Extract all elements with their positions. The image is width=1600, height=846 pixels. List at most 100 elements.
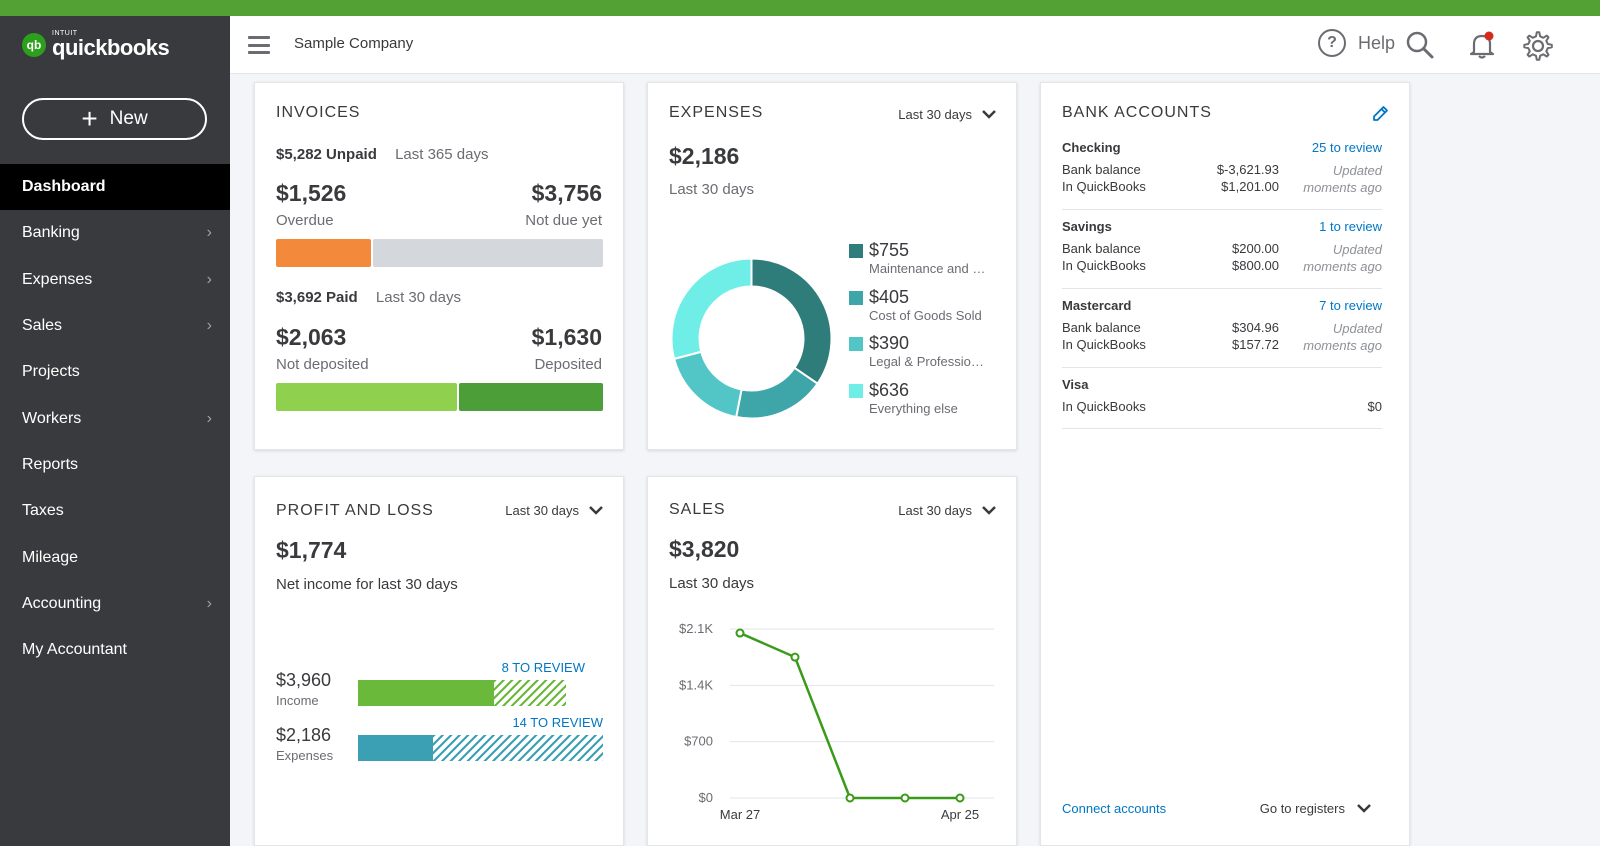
quickbooks-logo[interactable]: qb INTUIT quickbooks: [22, 30, 170, 59]
income-amount: $3,960: [276, 670, 332, 690]
sidebar-item-accounting[interactable]: Accounting ›: [0, 581, 230, 627]
sidebar-item-reports[interactable]: Reports: [0, 442, 230, 488]
invoices-card: INVOICES $5,282 Unpaid Last 365 days $1,…: [254, 82, 624, 450]
brand-top-bar: [0, 0, 1600, 16]
quickbooks-balance-amount: $1,201.00: [1221, 179, 1279, 194]
sidebar-item-my-accountant[interactable]: My Accountant: [0, 627, 230, 673]
y-tick-label: $700: [684, 734, 713, 749]
help-button[interactable]: ? Help: [1318, 29, 1395, 57]
chevron-right-icon: ›: [206, 594, 212, 612]
legend-label: Maintenance and …: [869, 261, 986, 276]
legend-amount[interactable]: $636: [869, 379, 910, 400]
x-tick-label: Mar 27: [720, 807, 760, 822]
sales-data-point[interactable]: [790, 652, 800, 662]
sales-total: $3,820: [669, 536, 740, 562]
quickbooks-balance-amount: $0: [1367, 399, 1382, 414]
income-bar[interactable]: [358, 680, 494, 706]
deposited-amount: $1,630: [531, 324, 602, 350]
not-due-label: Not due yet: [525, 212, 602, 229]
menu-icon[interactable]: [248, 36, 270, 54]
brand-sub: INTUIT: [52, 30, 78, 37]
expenses-period-dropdown[interactable]: Last 30 days: [898, 107, 996, 122]
legend-amount[interactable]: $755: [869, 240, 910, 260]
chevron-right-icon: ›: [206, 317, 212, 335]
donut-slice[interactable]: [670, 257, 753, 361]
gear-icon[interactable]: [1522, 30, 1554, 62]
bank-balance-amount: $-3,621.93: [1216, 162, 1279, 177]
expenses-title: EXPENSES: [669, 104, 764, 121]
quickbooks-balance-amount: $157.72: [1232, 337, 1279, 352]
bank-account-row[interactable]: Visa In QuickBooks $0: [1062, 377, 1382, 429]
bank-review-link[interactable]: 1 to review: [1319, 219, 1382, 234]
legend-amount[interactable]: $390: [869, 333, 910, 353]
invoices-title: INVOICES: [276, 104, 361, 121]
sidebar-item-label: Banking: [22, 224, 80, 242]
bank-review-link[interactable]: 25 to review: [1311, 140, 1382, 155]
search-icon[interactable]: [1405, 30, 1435, 60]
expenses-donut-chart[interactable]: [669, 256, 834, 421]
bank-balance-label: Bank balance: [1062, 162, 1141, 177]
bank-balance-label: Bank balance: [1062, 320, 1141, 335]
chevron-down-icon: [589, 506, 603, 515]
not-deposited-bar[interactable]: [276, 383, 457, 411]
not-due-amount: $3,756: [531, 180, 602, 206]
new-button[interactable]: + New: [22, 98, 207, 140]
unpaid-total: $5,282 Unpaid: [276, 146, 377, 163]
pnl-period-label: Last 30 days: [505, 503, 579, 518]
expenses-review-bar[interactable]: [433, 735, 603, 761]
sidebar-item-dashboard[interactable]: Dashboard: [0, 164, 230, 211]
expenses-review-link[interactable]: 14 TO REVIEW: [512, 715, 603, 730]
expenses-total: $2,186: [669, 143, 740, 169]
bank-account-row[interactable]: Mastercard 7 to review Bank balance $304.96…: [1062, 298, 1382, 368]
chevron-down-icon: [1357, 804, 1371, 813]
bank-review-link[interactable]: 7 to review: [1319, 298, 1382, 313]
connect-accounts-link[interactable]: Connect accounts: [1062, 801, 1167, 816]
sidebar-item-banking[interactable]: Banking ›: [0, 210, 230, 256]
bank-accounts-card: BANK ACCOUNTS Checking 25 to review Bank b…: [1040, 82, 1410, 846]
expenses-total-label: Last 30 days: [669, 181, 755, 198]
legend-amount[interactable]: $405: [869, 286, 910, 307]
company-name: Sample Company: [294, 35, 414, 52]
overdue-bar[interactable]: [276, 239, 371, 267]
sales-period-dropdown[interactable]: Last 30 days: [898, 503, 996, 518]
deposited-label: Deposited: [534, 356, 602, 373]
sidebar-item-workers[interactable]: Workers ›: [0, 395, 230, 441]
sidebar-item-taxes[interactable]: Taxes: [0, 488, 230, 534]
sales-data-point[interactable]: [735, 628, 745, 638]
expenses-bar[interactable]: [358, 735, 433, 761]
legend-swatch: [849, 290, 863, 305]
income-label: Income: [276, 693, 319, 708]
deposited-bar[interactable]: [459, 383, 603, 411]
bank-account-row[interactable]: Checking 25 to review Bank balance $-3,621.…: [1062, 140, 1382, 210]
bell-icon[interactable]: [1467, 30, 1497, 60]
income-review-link[interactable]: 8 TO REVIEW: [501, 660, 585, 675]
not-due-bar[interactable]: [373, 239, 603, 267]
sales-data-point[interactable]: [955, 793, 965, 803]
sidebar-item-sales[interactable]: Sales ›: [0, 303, 230, 349]
sidebar-item-expenses[interactable]: Expenses ›: [0, 257, 230, 303]
donut-slice[interactable]: [672, 350, 743, 419]
chevron-right-icon: ›: [206, 409, 212, 427]
y-tick-label: $2.1K: [679, 621, 713, 636]
bank-account-row[interactable]: Savings 1 to review Bank balance $200.00 In …: [1062, 219, 1382, 289]
pnl-period-dropdown[interactable]: Last 30 days: [505, 503, 603, 518]
go-to-registers-dropdown[interactable]: Go to registers: [1260, 801, 1371, 816]
not-deposited-amount: $2,063: [276, 324, 347, 350]
sales-line-chart[interactable]: $2.1K $1.4K $700 $0 Mar 27 Apr 25: [648, 607, 1018, 837]
sidebar-item-mileage[interactable]: Mileage: [0, 534, 230, 580]
donut-slice[interactable]: [750, 257, 833, 386]
income-review-bar[interactable]: [494, 680, 566, 706]
quickbooks-balance-label: In QuickBooks: [1062, 337, 1146, 352]
sidebar-item-projects[interactable]: Projects: [0, 349, 230, 395]
quickbooks-balance-label: In QuickBooks: [1062, 179, 1146, 194]
expenses-period-label: Last 30 days: [898, 107, 972, 122]
sidebar-item-label: Expenses: [22, 270, 93, 288]
pnl-title: PROFIT AND LOSS: [276, 502, 434, 519]
sales-data-point[interactable]: [845, 793, 855, 803]
quickbooks-balance-label: In QuickBooks: [1062, 258, 1146, 273]
pencil-icon[interactable]: [1372, 105, 1389, 122]
legend-swatch: [849, 337, 863, 351]
donut-slice[interactable]: [735, 366, 819, 420]
quickbooks-balance-amount: $800.00: [1232, 258, 1279, 273]
sales-data-point[interactable]: [900, 793, 910, 803]
